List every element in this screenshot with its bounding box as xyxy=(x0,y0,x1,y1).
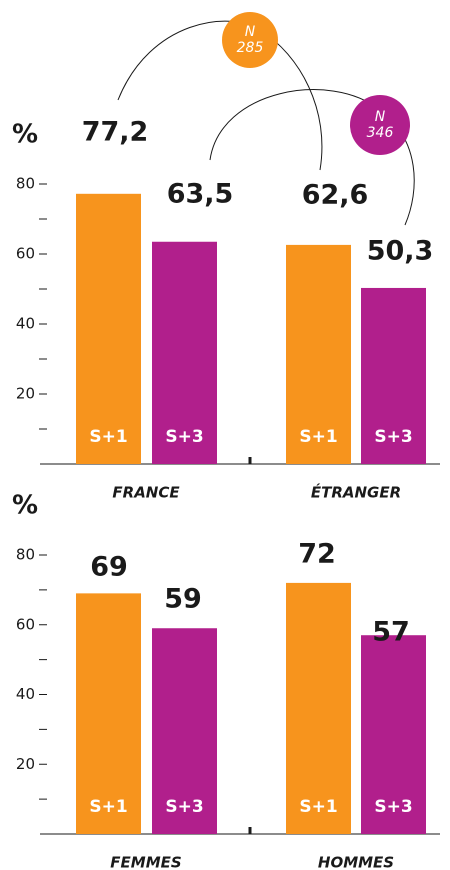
bar xyxy=(152,241,217,464)
x-tick-label: ÉTRANGER xyxy=(311,483,401,502)
bar xyxy=(361,635,426,834)
series-label: S+3 xyxy=(374,797,412,817)
series-label: S+1 xyxy=(89,427,127,447)
y-axis-unit: % xyxy=(12,120,38,150)
annotation-value: 346 xyxy=(367,125,394,141)
annotation-bubble xyxy=(350,95,410,155)
annotation-label: N xyxy=(245,24,256,40)
value-label: 59 xyxy=(164,584,202,615)
series-label: S+3 xyxy=(165,427,203,447)
y-tick-label: 40 xyxy=(16,685,35,703)
y-axis-unit: % xyxy=(12,491,38,521)
series-label: S+1 xyxy=(89,797,127,817)
y-tick-label: 80 xyxy=(16,546,35,564)
annotation-value: 285 xyxy=(237,40,264,56)
value-label: 77,2 xyxy=(82,117,149,148)
x-tick-label: FRANCE xyxy=(112,484,180,502)
series-label: S+1 xyxy=(299,797,337,817)
y-tick-label: 80 xyxy=(16,175,35,193)
value-label: 69 xyxy=(90,552,128,583)
value-label: 62,6 xyxy=(302,180,369,211)
y-tick-label: 60 xyxy=(16,245,35,263)
value-label: 63,5 xyxy=(167,179,234,210)
bar xyxy=(152,628,217,834)
value-label: 72 xyxy=(298,539,336,570)
bar xyxy=(286,582,351,834)
bar xyxy=(361,287,426,464)
bar xyxy=(76,593,141,834)
y-tick-label: 20 xyxy=(16,755,35,773)
annotation-bubble xyxy=(222,12,278,68)
y-tick-label: 60 xyxy=(16,615,35,633)
value-label: 50,3 xyxy=(367,236,434,267)
series-label: S+1 xyxy=(299,427,337,447)
bar xyxy=(76,193,141,465)
value-label: 57 xyxy=(372,617,410,648)
series-label: S+3 xyxy=(374,427,412,447)
y-tick-label: 40 xyxy=(16,315,35,333)
connector xyxy=(117,20,323,171)
x-tick-label: HOMMES xyxy=(318,854,394,870)
y-tick-label: 20 xyxy=(16,385,35,403)
bar xyxy=(286,244,351,464)
x-tick-label: FEMMES xyxy=(110,854,181,870)
annotation-label: N xyxy=(375,109,386,125)
series-label: S+3 xyxy=(165,797,203,817)
